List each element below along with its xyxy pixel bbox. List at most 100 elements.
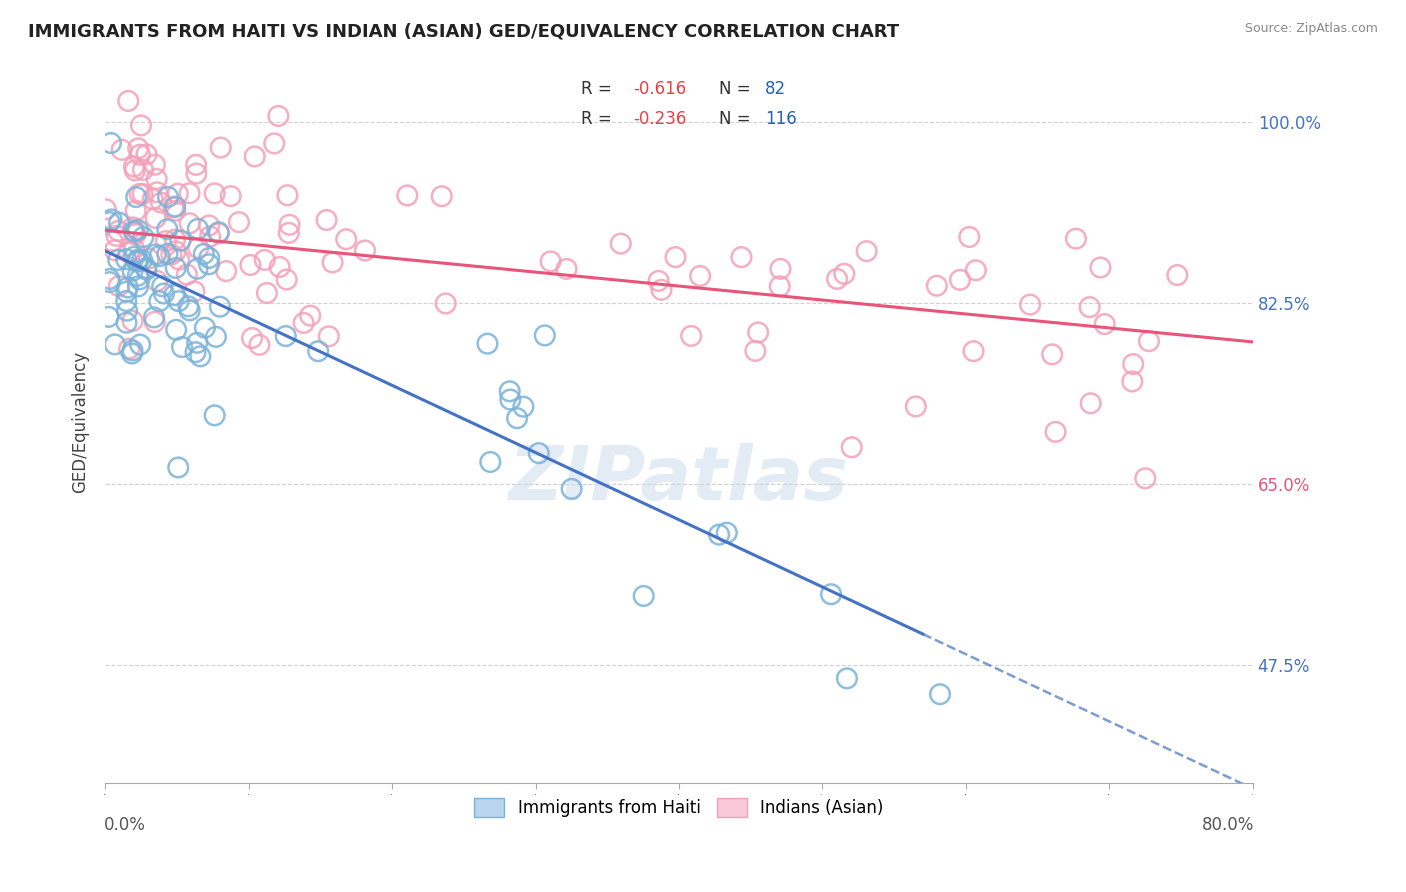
Point [434,296,457,310]
Point [153,286,176,301]
Point [204,186,226,201]
Point [1064,232,1087,246]
Point [825,272,848,286]
Point [165,244,187,259]
Point [179,216,201,230]
Point [187,241,209,255]
Point [904,400,927,414]
Text: ZIPatlas: ZIPatlas [509,443,849,516]
Point [208,300,231,314]
Point [204,409,226,423]
Point [132,162,155,177]
Point [477,336,499,351]
Point [156,190,179,204]
Point [104,244,127,258]
Point [689,268,711,283]
Point [215,264,238,278]
Point [122,224,145,238]
Point [747,326,769,340]
Point [167,186,190,201]
Point [142,192,165,206]
Point [278,218,301,232]
Point [145,172,167,186]
Point [1045,425,1067,439]
Text: Source: ZipAtlas.com: Source: ZipAtlas.com [1244,22,1378,36]
Point [100,212,122,227]
Point [209,140,232,154]
Point [127,223,149,237]
Point [561,482,583,496]
Point [145,211,167,225]
Point [527,446,550,460]
Point [1094,317,1116,331]
Point [396,188,419,202]
Point [143,315,166,329]
Point [965,263,987,277]
Point [115,285,138,299]
Point [135,262,157,277]
Point [730,250,752,264]
Point [354,244,377,258]
Point [207,225,229,239]
Point [156,222,179,236]
Point [335,232,357,246]
Point [127,279,149,293]
Point [118,342,141,356]
Point [925,278,948,293]
Point [117,94,139,108]
Point [94,202,117,217]
Point [744,343,766,358]
Point [179,186,201,201]
Point [186,261,208,276]
Point [769,279,792,293]
Point [165,203,187,218]
Point [205,330,228,344]
Point [193,247,215,261]
Point [127,252,149,267]
Point [167,252,190,267]
Point [681,329,703,343]
Point [299,309,322,323]
Point [228,215,250,229]
Point [165,260,187,275]
Point [540,254,562,268]
Legend: Immigrants from Haiti, Indians (Asian): Immigrants from Haiti, Indians (Asian) [465,790,893,826]
Point [131,187,153,202]
Point [499,384,522,399]
Point [769,261,792,276]
Point [107,279,129,293]
Point [186,167,208,181]
Text: 80.0%: 80.0% [1202,816,1254,834]
Point [267,109,290,123]
Point [633,589,655,603]
Point [156,247,179,261]
Point [115,316,138,330]
Point [165,200,187,214]
Point [835,671,858,685]
Point [962,344,984,359]
Point [143,310,166,325]
Point [101,234,124,248]
Point [148,294,170,309]
Text: 116: 116 [765,110,797,128]
Point [162,201,184,215]
Point [150,279,173,293]
Point [135,147,157,161]
Point [121,346,143,360]
Point [163,288,186,302]
Point [253,252,276,267]
Point [263,136,285,151]
Text: 0.0%: 0.0% [104,816,146,834]
Point [98,275,121,289]
Point [274,329,297,343]
Point [108,216,131,230]
Point [169,234,191,248]
Text: R =: R = [582,110,617,128]
Point [650,283,672,297]
Point [163,233,186,247]
Point [194,320,217,334]
Point [145,247,167,261]
Point [131,252,153,267]
Point [841,440,863,454]
Point [121,314,143,328]
